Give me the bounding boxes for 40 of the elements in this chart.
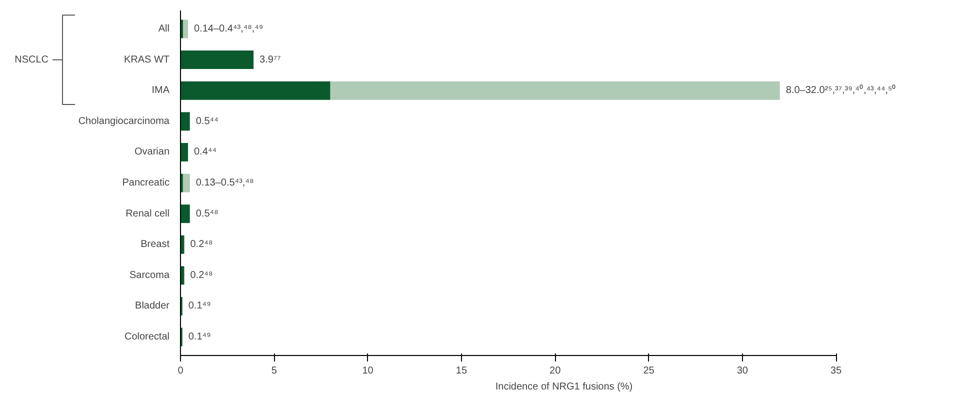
bar bbox=[180, 204, 190, 224]
x-tick-label: 35 bbox=[830, 366, 842, 376]
text: 0.5⁴⁴ bbox=[196, 116, 218, 127]
text: 0.4⁴⁴ bbox=[194, 146, 216, 158]
x-tick-label: 30 bbox=[736, 366, 748, 376]
y-tick-label: All bbox=[158, 23, 170, 34]
y-tick-label: KRAS WT bbox=[124, 54, 170, 66]
text: 0.1⁴⁹ bbox=[188, 300, 211, 312]
y-tick-label: Renal cell bbox=[126, 208, 170, 220]
bar bbox=[180, 112, 190, 131]
text: 0.5⁴⁸ bbox=[196, 208, 218, 220]
text: 0.13–0.5⁴³,⁴⁸ bbox=[196, 178, 254, 188]
text: NSCLC bbox=[14, 54, 49, 66]
y-tick-label: Cholangiocarcinoma bbox=[78, 116, 170, 127]
bar bbox=[180, 142, 188, 162]
x-tick-label: 20 bbox=[550, 366, 562, 376]
text: 8.0–32.0²⁵,³⁷,³⁹,⁴⁰,⁴³,⁴⁴,⁵⁰ bbox=[786, 85, 896, 96]
x-tick-label: 5 bbox=[271, 366, 278, 376]
bar bbox=[180, 81, 330, 100]
text: 0.14–0.4⁴³,⁴⁸,⁴⁹ bbox=[194, 23, 264, 34]
text: 0.2⁴⁸ bbox=[190, 270, 213, 281]
x-tick-label: 0 bbox=[178, 366, 184, 376]
y-tick-label: IMA bbox=[152, 85, 170, 96]
x-axis-title: Incidence of NRG1 fusions (%) bbox=[495, 382, 633, 392]
bar bbox=[330, 81, 780, 100]
y-tick-label: Pancreatic bbox=[122, 178, 170, 188]
bar bbox=[180, 50, 254, 70]
y-tick-label: Colorectal bbox=[124, 332, 170, 343]
text: 0.2⁴⁸ bbox=[190, 239, 213, 250]
x-tick-label: 10 bbox=[362, 366, 374, 376]
y-tick-label: Sarcoma bbox=[129, 270, 170, 281]
y-tick-label: Breast bbox=[140, 239, 170, 250]
x-tick-label: 15 bbox=[456, 366, 468, 376]
x-tick-label: 25 bbox=[643, 366, 655, 376]
text: 0.1⁴⁹ bbox=[188, 332, 211, 343]
bar bbox=[183, 20, 188, 38]
y-tick-label: Ovarian bbox=[134, 146, 170, 158]
bar bbox=[182, 174, 190, 192]
text: 3.9⁷⁷ bbox=[260, 54, 281, 66]
y-tick-label: Bladder bbox=[135, 300, 170, 312]
